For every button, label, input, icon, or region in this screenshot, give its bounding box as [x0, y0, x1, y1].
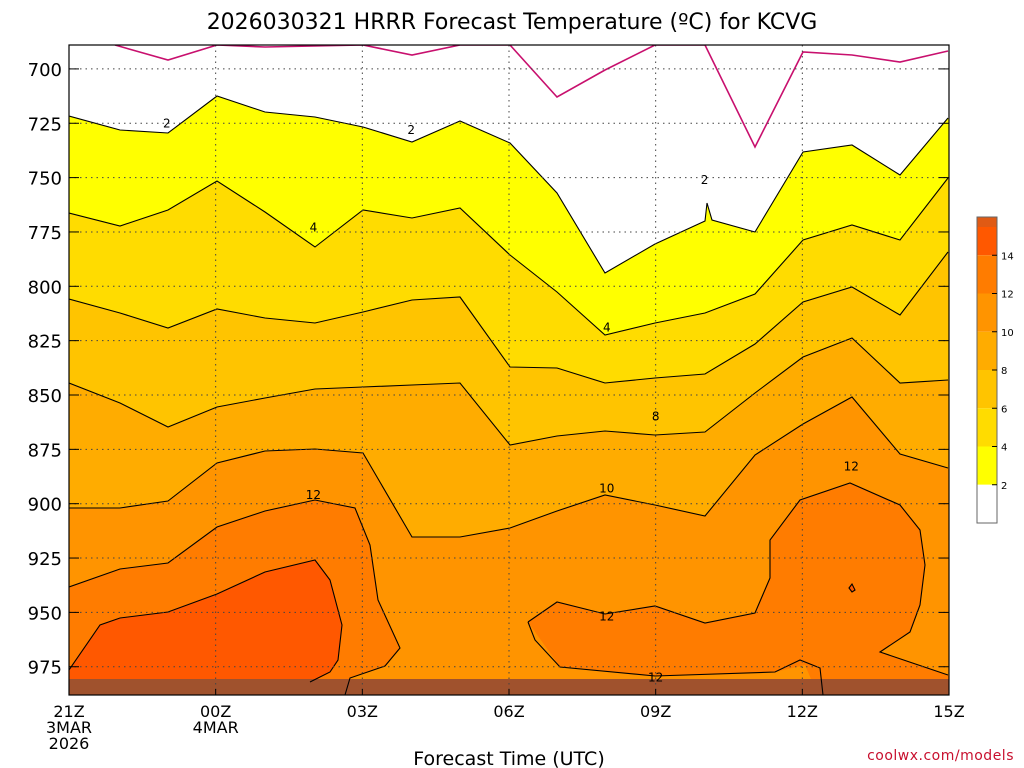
colorbar-segment — [977, 293, 997, 332]
contour-label: 2 — [701, 173, 709, 187]
x-tick-label: 21Z — [53, 702, 84, 721]
colorbar-tick-label: 4 — [1001, 443, 1007, 454]
y-tick-label: 850 — [28, 386, 62, 407]
contour-label: 4 — [310, 221, 318, 235]
colorbar-tick-label: 6 — [1001, 404, 1007, 415]
y-tick-label: 875 — [28, 440, 62, 461]
band-12-14-middle — [528, 483, 949, 695]
contour-label: 4 — [603, 321, 611, 335]
chart-title: 2026030321 HRRR Forecast Temperature (ºC… — [207, 10, 818, 35]
ground — [69, 679, 949, 695]
band-14-plus — [69, 560, 342, 682]
credit-link[interactable]: coolwx.com/models — [867, 748, 1014, 764]
x-axis-title: Forecast Time (UTC) — [413, 748, 604, 768]
x-tick-label: 00Z — [200, 702, 231, 721]
contour-14-blob — [848, 582, 856, 593]
x-tick-label: 09Z — [640, 702, 671, 721]
contour-10 — [69, 396, 949, 538]
colorbar-segment — [977, 370, 997, 409]
y-tick-label: 825 — [28, 332, 62, 353]
freezing-line — [114, 45, 949, 149]
y-tick-label: 750 — [28, 169, 62, 190]
y-tick-label: 900 — [28, 495, 62, 516]
contour-8 — [69, 337, 949, 446]
colorbar-segment — [977, 408, 997, 447]
y-tick-label: 950 — [28, 603, 62, 624]
colorbar-tick-label: 14 — [1001, 251, 1014, 262]
contour-label: 12 — [306, 488, 321, 502]
x-tick-label: 12Z — [787, 702, 818, 721]
colorbar-segment — [977, 446, 997, 485]
y-tick-label: 700 — [28, 60, 62, 81]
colorbar-cap — [977, 217, 997, 227]
x-tick-label: 15Z — [933, 702, 964, 721]
contour-label: 12 — [648, 671, 663, 685]
colorbar-tick-label: 12 — [1001, 290, 1014, 301]
x-tick-label: 3MAR — [46, 718, 92, 737]
x-tick-label: 2026 — [49, 734, 90, 753]
contour-label: 2 — [163, 116, 171, 130]
contour-label: 2 — [407, 123, 415, 137]
contour-2 — [69, 95, 949, 274]
x-tick-label: 06Z — [493, 702, 524, 721]
x-tick-label: 4MAR — [193, 718, 239, 737]
contour-label: 12 — [599, 610, 614, 624]
x-tick-label: 03Z — [347, 702, 378, 721]
contour-12-left — [69, 499, 401, 695]
y-axis: 700 725 750 775 800 825 850 875 900 925 950 975 — [28, 60, 949, 679]
contour-4 — [69, 177, 949, 336]
colorbar-segment — [977, 255, 997, 294]
contour-label: 12 — [844, 460, 859, 474]
colorbar: 2 4 6 8 10 12 14 — [976, 216, 1014, 524]
y-tick-label: 775 — [28, 223, 62, 244]
colorbar-segment — [977, 331, 997, 370]
contour-label: 10 — [599, 481, 614, 495]
y-tick-label: 725 — [28, 114, 62, 135]
colorbar-tick-label: 8 — [1001, 366, 1007, 377]
contour-12-middle — [527, 482, 949, 676]
y-tick-label: 800 — [28, 277, 62, 298]
contour-lines — [69, 95, 949, 695]
y-tick-label: 975 — [28, 658, 62, 679]
contour-14 — [69, 559, 343, 683]
contour-labels: 2 2 2 4 4 8 10 12 12 12 12 — [163, 116, 859, 685]
colorbar-tick-label: 10 — [1001, 328, 1014, 339]
temperature-fill — [69, 45, 949, 695]
colorbar-segment — [977, 484, 997, 523]
contour-6 — [69, 251, 949, 384]
colorbar-tick-label: 2 — [1001, 481, 1007, 492]
contour-label: 8 — [652, 410, 660, 424]
contour-12-lower — [527, 621, 824, 695]
y-tick-label: 925 — [28, 549, 62, 570]
